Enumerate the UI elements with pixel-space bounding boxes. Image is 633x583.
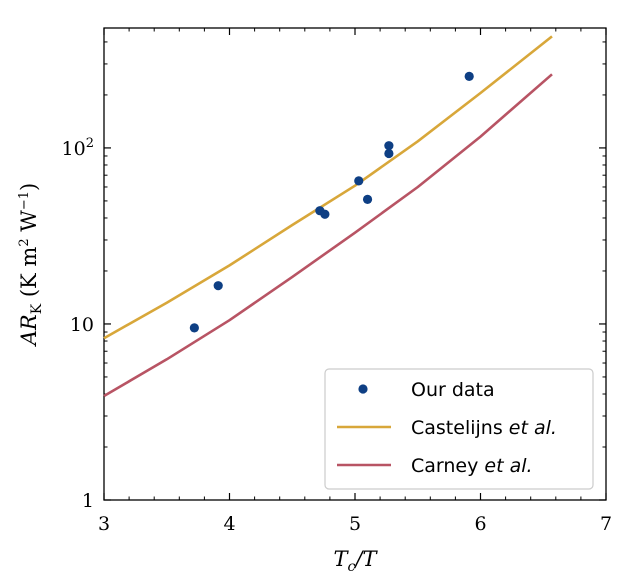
data-point [189, 323, 199, 333]
x-axis-label: Tc/T [334, 547, 379, 575]
y-tick-label: 102 [62, 136, 94, 160]
data-point [464, 71, 474, 81]
legend-label: Carney et al. [411, 455, 533, 477]
data-point [354, 176, 364, 186]
data-point [384, 141, 394, 151]
x-tick-label: 6 [474, 513, 486, 535]
series-line-castelijns [103, 35, 553, 340]
data-point [213, 281, 223, 291]
legend-box [324, 368, 594, 490]
legend-label: Our data [411, 379, 495, 401]
x-tick-label: 4 [223, 513, 235, 535]
x-tick-label: 7 [600, 513, 612, 535]
y-tick-label: 10 [70, 314, 94, 336]
legend: Our data Castelijns et al. Carney et al. [324, 368, 594, 490]
legend-label: Castelijns et al. [411, 417, 557, 439]
data-point [384, 148, 394, 159]
series-line-carney [103, 73, 553, 398]
x-tick-label: 3 [98, 513, 110, 535]
plot-axes: 3 4 5 6 7 1 10 102 Tc/T ARK (K m2 W−1) [17, 27, 612, 575]
legend-marker [358, 384, 368, 394]
data-point [320, 209, 330, 219]
x-tick-label: 5 [349, 513, 361, 535]
plot-marks [103, 35, 553, 398]
data-point [362, 194, 373, 205]
y-axis-label: ARK (K m2 W−1) [17, 183, 45, 348]
y-tick-label: 1 [82, 490, 94, 512]
